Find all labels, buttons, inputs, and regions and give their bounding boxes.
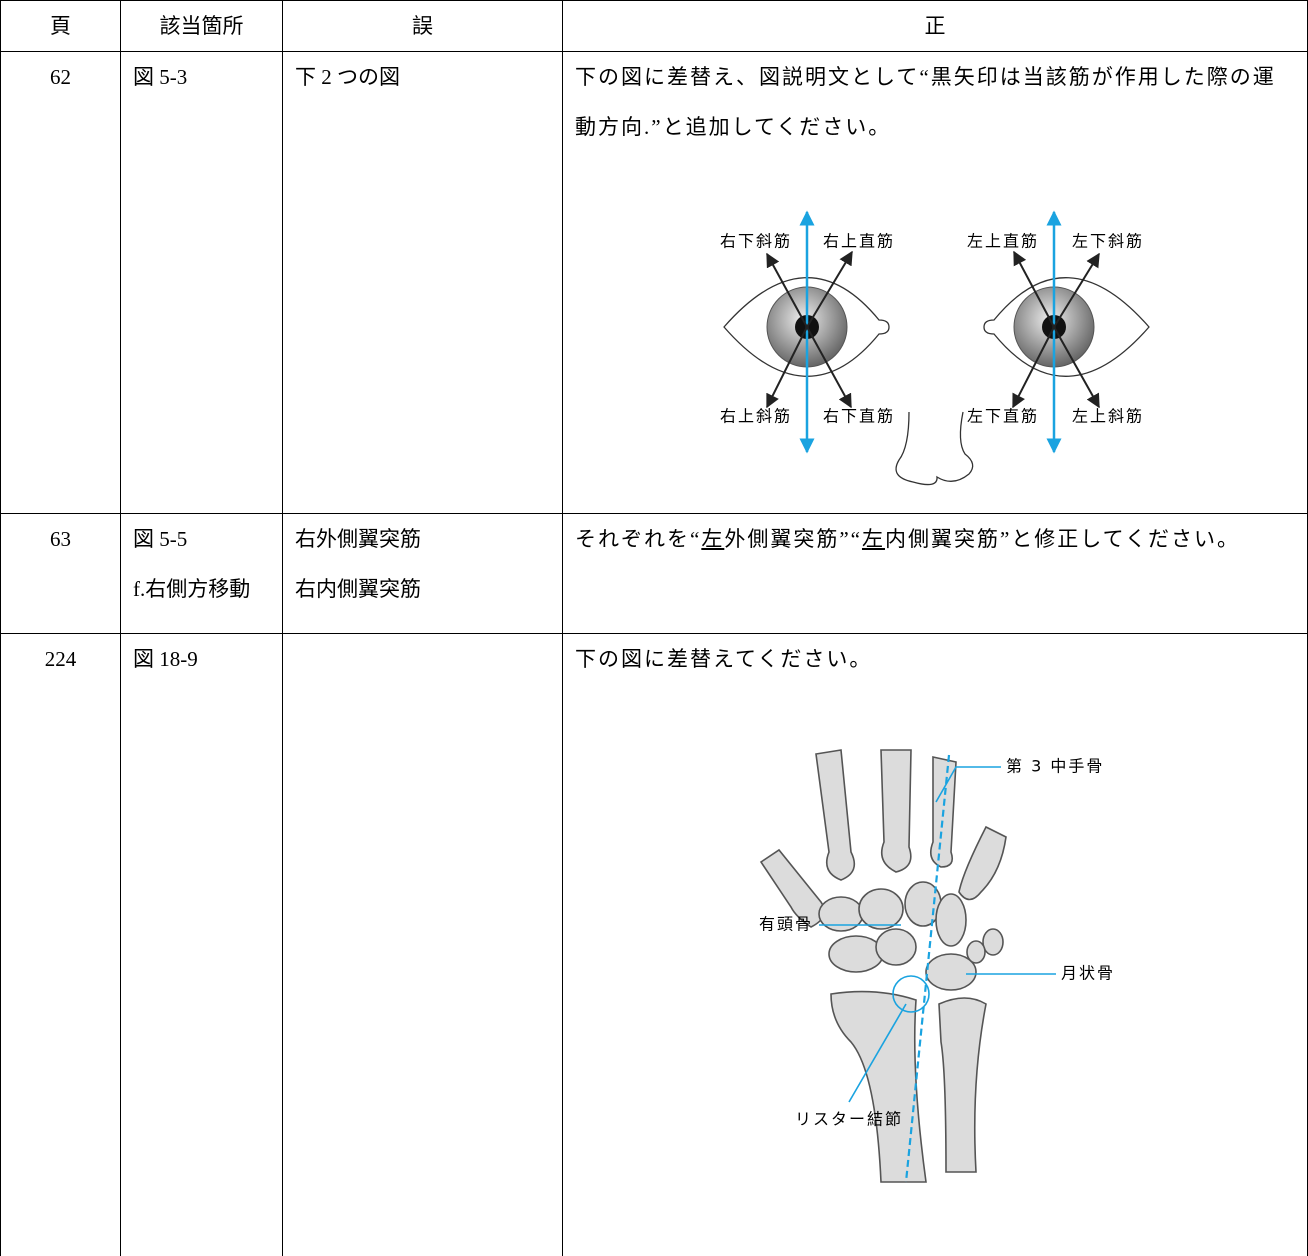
wrong: 右外側翼突筋 — [295, 527, 421, 551]
header-row: 頁 該当箇所 誤 正 — [0, 0, 1308, 52]
location-cell: 図 5-5 f.右側方移動 — [120, 513, 283, 634]
page-number: 62 — [50, 65, 71, 89]
correct-cell: 下の図に差替え、図説明文として“黒矢印は当該筋が作用した際の運動方向.”と追加し… — [562, 51, 1308, 514]
correction-emphasis: 左 — [701, 527, 725, 551]
figure-label: 有頭骨 — [759, 915, 813, 934]
correction: 外側翼突筋”“ — [724, 527, 862, 551]
figure-label: 左上斜筋 — [1072, 407, 1144, 426]
figure-label: 右上斜筋 — [720, 407, 792, 426]
correction: 下の図に差替えてください。 — [575, 647, 873, 671]
page-cell: 62 — [0, 51, 121, 514]
row: 224 図 18-9 下の図に差替えてください。 — [0, 633, 1308, 1256]
figure-label: 右下斜筋 — [720, 232, 792, 251]
wrong-cell — [282, 633, 563, 1256]
wrong-cell: 下 2 つの図 — [282, 51, 563, 514]
location: 図 5-5 — [133, 527, 188, 551]
wrong: 下 2 つの図 — [295, 65, 400, 89]
page-number: 63 — [50, 527, 71, 551]
wrong-cell: 右外側翼突筋 右内側翼突筋 — [282, 513, 563, 634]
wrist-figure: 第 3 中手骨 有頭骨 月状骨 リスター結節 — [759, 749, 1115, 1183]
header-cell: 正 — [562, 0, 1308, 52]
location-cell: 図 18-9 — [120, 633, 283, 1256]
page-cell: 63 — [0, 513, 121, 634]
figure-label: 右下直筋 — [823, 407, 895, 426]
row: 63 図 5-5 f.右側方移動 右外側翼突筋 右内側翼突筋 それぞれを“左外側… — [0, 513, 1308, 634]
row: 62 図 5-3 下 2 つの図 下の図に差替え、図説明文として“黒矢印は当該筋… — [0, 51, 1308, 514]
figure-label: 第 3 中手骨 — [1006, 757, 1104, 776]
figure-label: 月状骨 — [1061, 964, 1115, 983]
wrong: 右内側翼突筋 — [295, 577, 421, 601]
header-cell: 頁 — [0, 0, 121, 52]
correction: それぞれを“ — [575, 527, 702, 551]
header-cell: 誤 — [282, 0, 563, 52]
eye-figure: 右下斜筋 右上直筋 左上直筋 左下斜筋 右上斜筋 右下直筋 左下直筋 左上斜筋 — [720, 210, 1150, 486]
location: f.右側方移動 — [133, 577, 251, 601]
figure-label: 左上直筋 — [967, 232, 1039, 251]
location: 図 5-3 — [133, 65, 188, 89]
header-cell: 該当箇所 — [120, 0, 283, 52]
correction: 下の図に差替え、図説明文として“黒矢印は当該筋が作用した際の運動方向.”と追加し… — [575, 65, 1276, 139]
page-number: 224 — [44, 647, 77, 671]
figure-label: 左下斜筋 — [1072, 232, 1144, 251]
correction: 内側翼突筋”と修正してください。 — [884, 527, 1241, 551]
figure-label: 左下直筋 — [967, 407, 1039, 426]
location-cell: 図 5-3 — [120, 51, 283, 514]
figure-label: 右上直筋 — [823, 232, 895, 251]
correct-cell: それぞれを“左外側翼突筋”“左内側翼突筋”と修正してください。 — [562, 513, 1308, 634]
location: 図 18-9 — [133, 647, 198, 671]
figure-label: リスター結節 — [795, 1110, 903, 1129]
correct-cell: 下の図に差替えてください。 — [562, 633, 1308, 1256]
page-cell: 224 — [0, 633, 121, 1256]
correction-emphasis: 左 — [861, 527, 885, 551]
